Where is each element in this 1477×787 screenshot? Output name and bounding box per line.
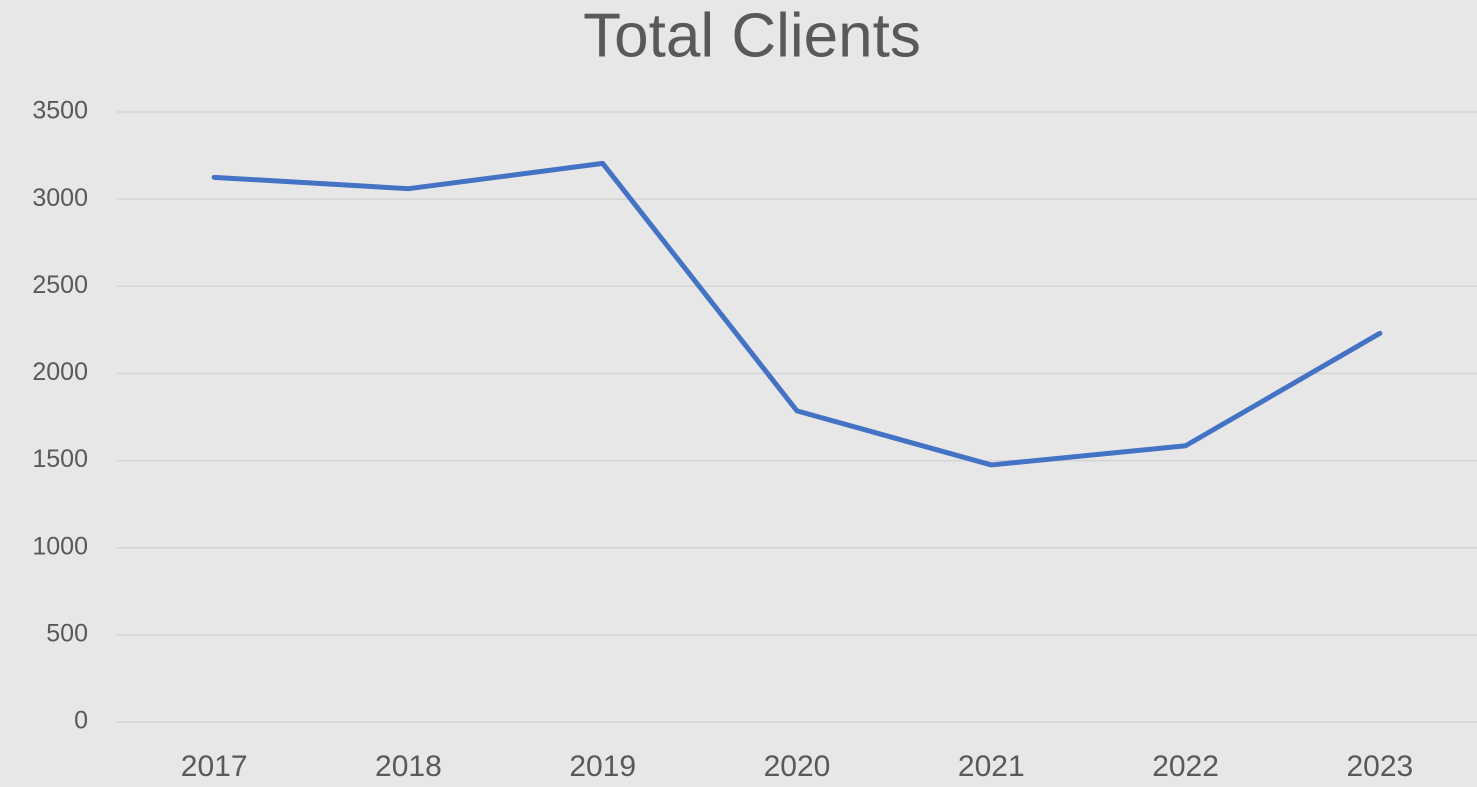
x-tick-label: 2017 bbox=[181, 750, 248, 783]
x-tick-label: 2019 bbox=[569, 750, 636, 783]
y-tick-label: 2500 bbox=[32, 271, 88, 299]
x-tick-label: 2018 bbox=[375, 750, 442, 783]
y-tick-label: 1500 bbox=[32, 445, 88, 473]
y-tick-label: 2000 bbox=[32, 358, 88, 386]
x-tick-label: 2020 bbox=[764, 750, 831, 783]
line-series bbox=[211, 160, 1383, 468]
y-tick-label: 500 bbox=[46, 619, 88, 647]
y-tick-label: 1000 bbox=[32, 532, 88, 560]
x-tick-label: 2021 bbox=[958, 750, 1025, 783]
chart-title: Total Clients bbox=[583, 1, 921, 70]
y-tick-label: 0 bbox=[74, 707, 88, 735]
y-tick-label: 3000 bbox=[32, 184, 88, 212]
x-tick-label: 2022 bbox=[1152, 750, 1219, 783]
x-tick-label: 2023 bbox=[1346, 750, 1413, 783]
y-tick-label: 3500 bbox=[32, 97, 88, 125]
